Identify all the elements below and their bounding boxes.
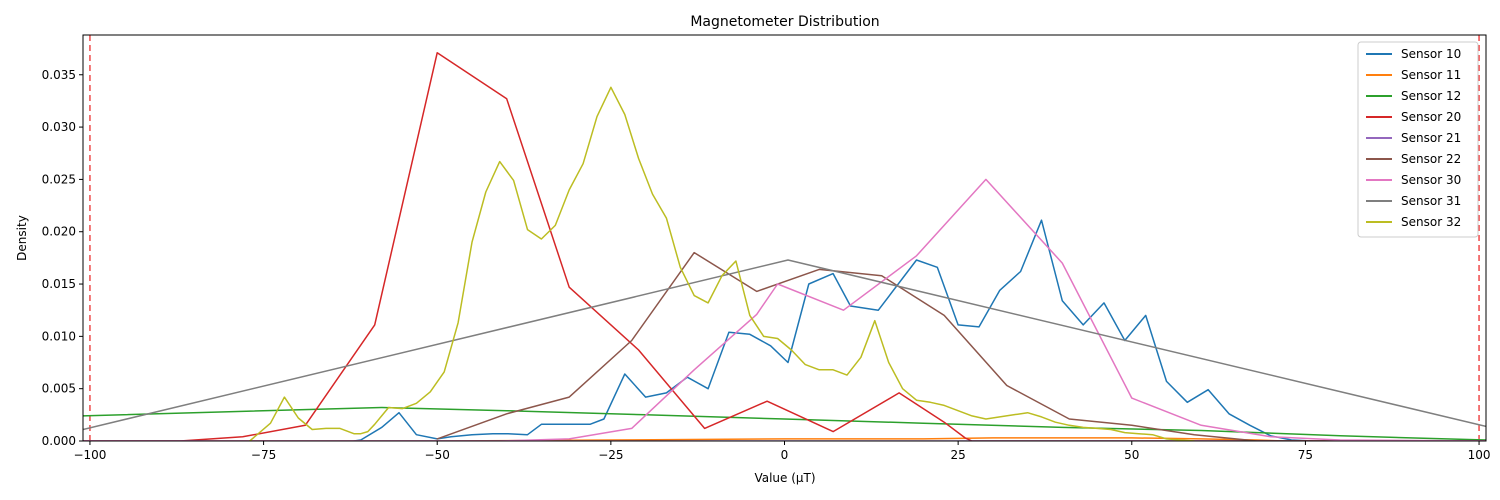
x-tick-label: 100 — [1468, 448, 1491, 462]
legend-label: Sensor 12 — [1401, 89, 1461, 103]
y-tick-label: 0.035 — [42, 68, 76, 82]
plot-area — [83, 35, 1486, 441]
x-tick-label: −100 — [73, 448, 106, 462]
y-axis: 0.000 0.005 0.010 0.015 0.020 0.025 0.030 0.035 — [42, 68, 83, 448]
y-axis-label: Density — [15, 215, 29, 261]
series-line — [353, 219, 1314, 441]
series-line — [83, 406, 1486, 441]
legend-label: Sensor 32 — [1401, 215, 1461, 229]
series-line — [83, 437, 1486, 441]
legend-label: Sensor 31 — [1401, 194, 1461, 208]
x-tick-label: 0 — [781, 448, 789, 462]
series-line — [248, 86, 1196, 441]
series-line — [436, 251, 1486, 441]
legend-label: Sensor 10 — [1401, 47, 1461, 61]
legend-label: Sensor 30 — [1401, 173, 1461, 187]
x-tick-label: 75 — [1298, 448, 1313, 462]
legend: Sensor 10 Sensor 11 Sensor 12 Sensor 20 Sens… — [1357, 41, 1479, 238]
y-tick-label: 0.000 — [42, 434, 76, 448]
legend-label: Sensor 20 — [1401, 110, 1461, 124]
chart-title: Magnetometer Distribution — [690, 14, 879, 30]
legend-box — [1357, 41, 1479, 238]
x-tick-label: −50 — [425, 448, 450, 462]
x-axis-label: Value (µT) — [754, 471, 815, 485]
y-tick-label: 0.015 — [42, 277, 76, 291]
y-tick-label: 0.030 — [42, 120, 76, 134]
legend-label: Sensor 22 — [1401, 152, 1461, 166]
y-tick-label: 0.025 — [42, 172, 76, 186]
y-tick-label: 0.005 — [42, 382, 76, 396]
series-line — [83, 52, 1486, 441]
series-line — [83, 259, 1486, 431]
x-tick-label: 25 — [950, 448, 965, 462]
x-tick-label: −25 — [598, 448, 623, 462]
x-tick-label: 50 — [1124, 448, 1139, 462]
legend-label: Sensor 21 — [1401, 131, 1461, 145]
x-tick-label: −75 — [251, 448, 276, 462]
legend-label: Sensor 11 — [1401, 68, 1461, 82]
y-tick-label: 0.020 — [42, 225, 76, 239]
x-axis: −100 −75 −50 −25 0 25 50 75 100 — [73, 441, 1491, 462]
plot-frame — [82, 34, 1487, 442]
series-line — [83, 178, 1486, 441]
y-tick-label: 0.010 — [42, 329, 76, 343]
